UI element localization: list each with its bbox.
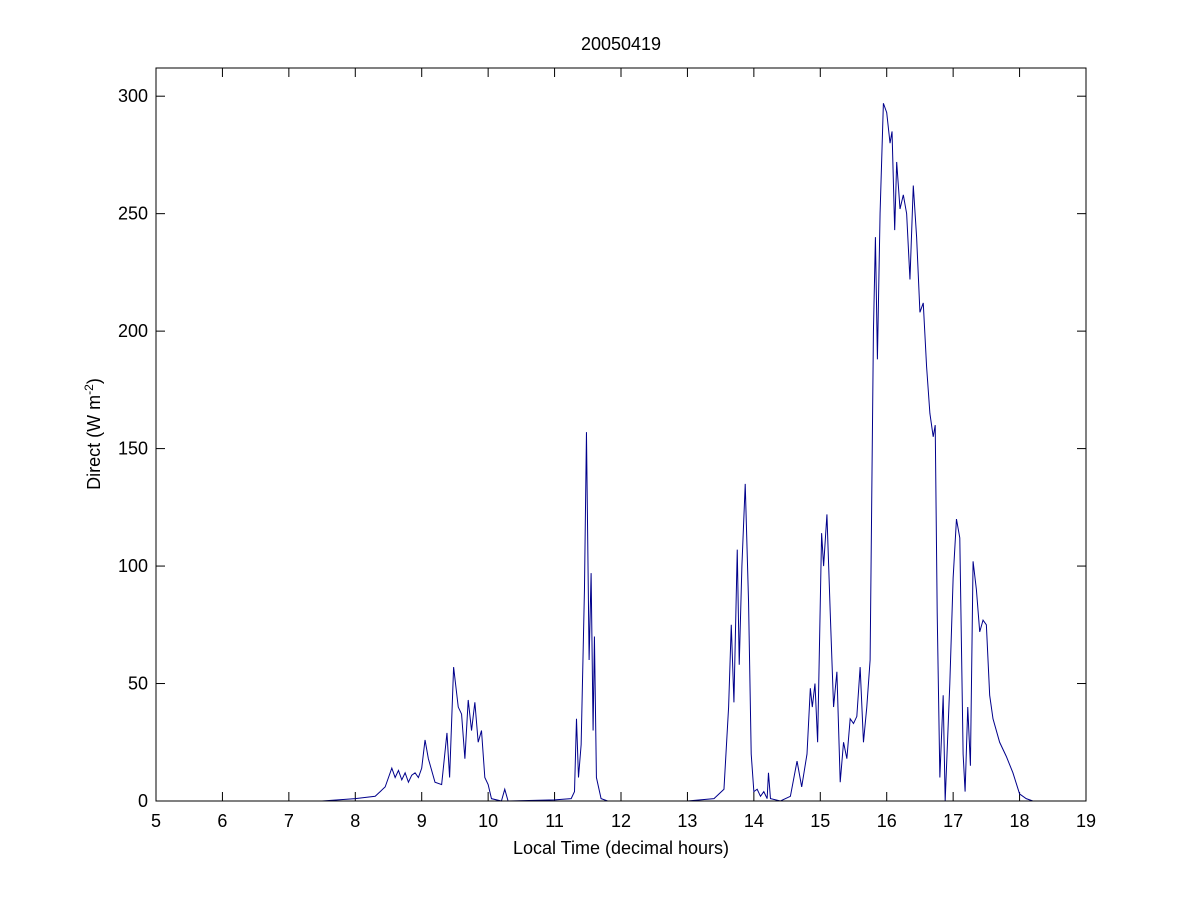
x-tick-label: 17: [943, 811, 963, 831]
x-tick-label: 7: [284, 811, 294, 831]
x-tick-label: 18: [1010, 811, 1030, 831]
y-label-end: ): [84, 378, 104, 384]
y-label-sup: -2: [82, 384, 96, 395]
x-tick-label: 6: [217, 811, 227, 831]
x-tick-label: 9: [417, 811, 427, 831]
x-tick-label: 11: [545, 811, 564, 831]
plot-area: 5 6 7 8 9 10 11 12 13 14 15 16 17 18 19 0 50 100 150 200 250…: [118, 68, 1096, 831]
x-tick-label: 19: [1076, 811, 1096, 831]
x-tick-label: 12: [611, 811, 631, 831]
y-tick-label: 150: [118, 439, 148, 459]
x-tick-label: 5: [151, 811, 161, 831]
y-tick-label: 250: [118, 204, 148, 224]
y-tick-label: 300: [118, 86, 148, 106]
chart-title: 20050419: [581, 34, 661, 54]
y-tick-label: 0: [138, 791, 148, 811]
y-tick-label: 200: [118, 321, 148, 341]
x-tick-label: 10: [478, 811, 498, 831]
x-axis-label: Local Time (decimal hours): [513, 838, 729, 858]
x-tick-label: 16: [877, 811, 897, 831]
x-tick-label: 8: [350, 811, 360, 831]
axes-box: [155, 67, 1087, 802]
x-tick-label: 13: [677, 811, 697, 831]
data-line: [255, 103, 1034, 802]
y-axis-label: Direct (W m-2): [82, 378, 104, 490]
x-tick-label: 15: [810, 811, 830, 831]
x-tick-label: 14: [744, 811, 764, 831]
y-label-text: Direct (W m: [84, 395, 104, 490]
y-tick-label: 50: [128, 674, 148, 694]
y-tick-label: 100: [118, 556, 148, 576]
